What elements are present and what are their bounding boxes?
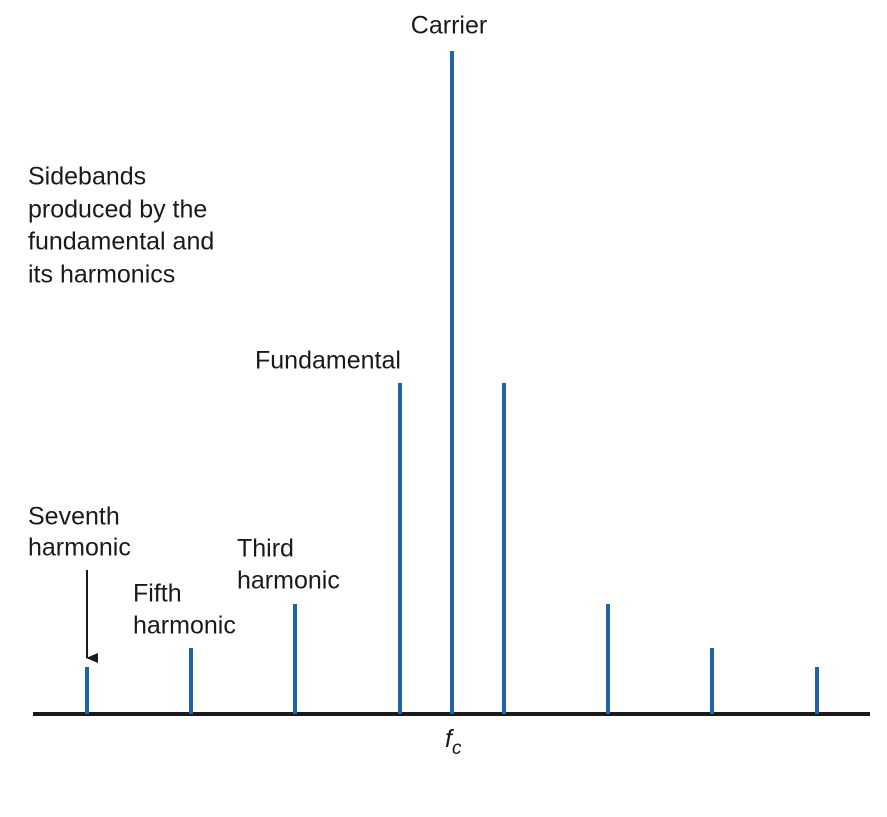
seventh-label: harmonic [28, 534, 131, 562]
carrier-label: Carrier [411, 12, 487, 40]
axis-label-sub: c [452, 738, 462, 759]
fundamental-label: Fundamental [255, 347, 401, 375]
axis-label-main: f [445, 725, 455, 753]
third-label: harmonic [237, 567, 340, 595]
seventh-label: Seventh [28, 503, 120, 531]
fifth-label: Fifth [133, 580, 182, 608]
sidebands-label: Sidebands [28, 163, 146, 191]
spectral-lines [85, 51, 819, 714]
sidebands-label: produced by the [28, 196, 207, 224]
fifth-label: harmonic [133, 612, 236, 640]
axis-label: fc [445, 725, 462, 759]
sidebands-label: fundamental and [28, 228, 214, 256]
sidebands-label: its harmonics [28, 261, 175, 289]
third-label: Third [237, 535, 294, 563]
